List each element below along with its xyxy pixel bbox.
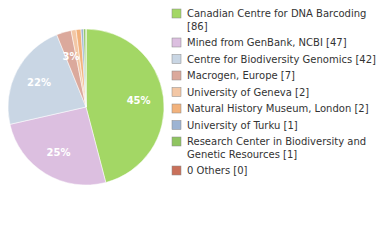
legend-label: University of Geneva [2]: [187, 87, 309, 98]
legend-swatch: [172, 55, 181, 64]
legend-label: Centre for Biodiversity Genomics [42]: [187, 54, 376, 65]
legend-swatch: [172, 166, 181, 175]
data-label: 22%: [27, 77, 51, 88]
slice: [71, 30, 86, 107]
legend-label: Mined from GenBank, NCBI [47]: [187, 37, 347, 48]
slice: [76, 29, 86, 107]
slice: [81, 29, 86, 107]
legend-label: Macrogen, Europe [7]: [187, 70, 295, 81]
legend-swatch: [172, 38, 181, 47]
legend-label: Natural History Museum, London [2]: [187, 103, 369, 114]
legend-label: 0 Others [0]: [187, 165, 248, 176]
data-labels: 45% 25% 22% 3%: [27, 51, 151, 158]
legend: Canadian Centre for DNA Barcoding[86] Min…: [172, 8, 376, 176]
legend-swatch: [172, 121, 181, 130]
legend-swatch: [172, 88, 181, 97]
slice: [84, 29, 87, 107]
legend-label: Research Center in Biodiversity andGenet…: [187, 136, 366, 160]
data-label: 3%: [62, 51, 79, 62]
pie: [8, 29, 164, 185]
data-label: 25%: [47, 147, 71, 158]
legend-swatch: [172, 104, 181, 113]
legend-label: University of Turku [1]: [187, 120, 298, 131]
legend-label: Canadian Centre for DNA Barcoding[86]: [187, 8, 366, 32]
data-label: 45%: [127, 95, 151, 106]
legend-swatch: [172, 137, 181, 146]
legend-swatch: [172, 71, 181, 80]
chart: 45% 25% 22% 3% Canadian Centre for DNA Barco…: [0, 0, 380, 240]
legend-swatch: [172, 9, 181, 18]
slice: [86, 29, 87, 107]
